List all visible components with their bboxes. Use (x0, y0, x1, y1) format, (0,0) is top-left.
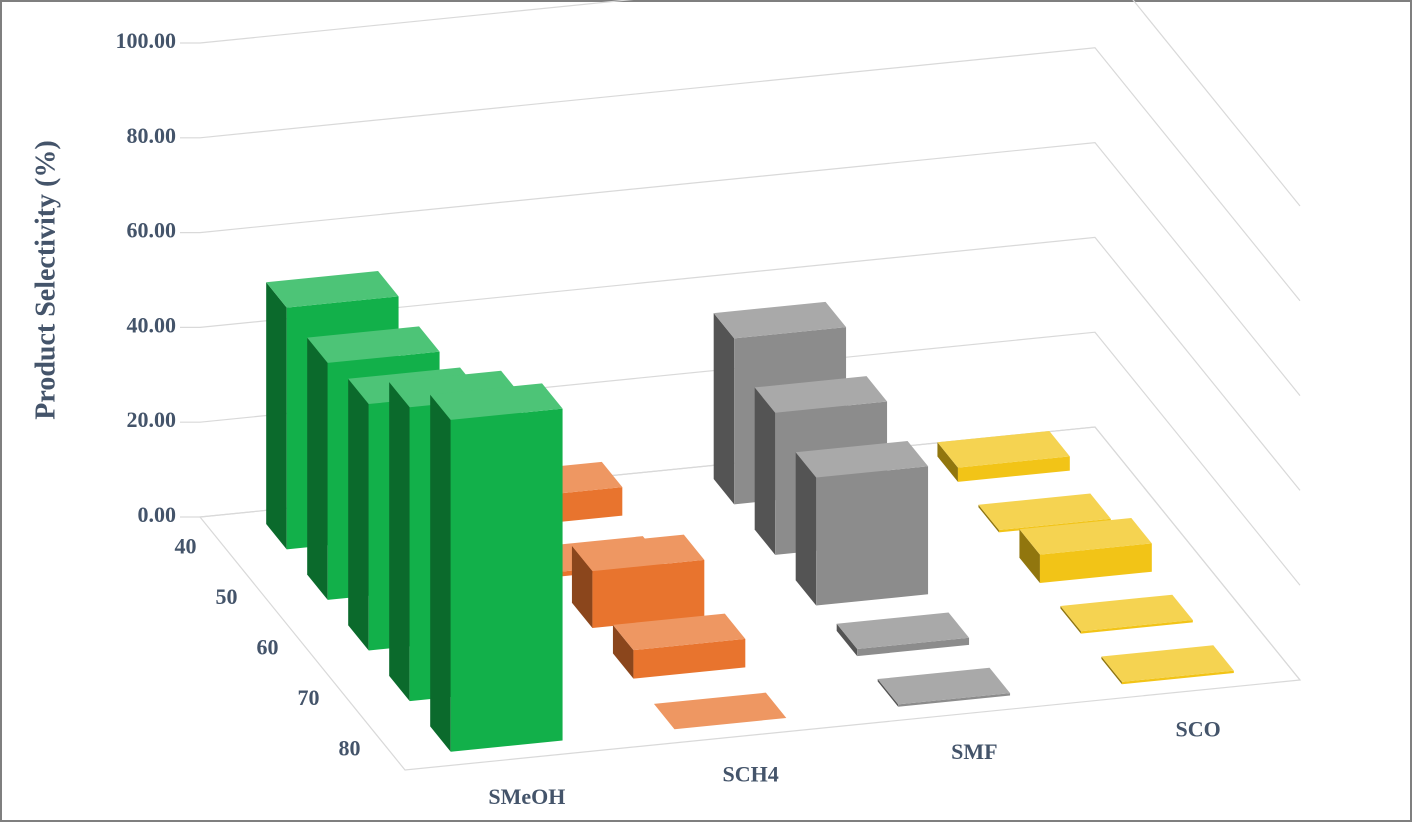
grid-line (180, 141, 1301, 396)
bars (266, 271, 1234, 752)
bar-side (430, 394, 451, 752)
bar-front (857, 637, 970, 657)
bar (571, 534, 705, 629)
depth-tick-label: 80 (339, 736, 361, 761)
bar-side (1060, 605, 1081, 634)
y-tick-label: 20.00 (127, 407, 177, 432)
bar-top (877, 667, 1011, 705)
bar-top (713, 301, 847, 339)
bar-side (389, 381, 410, 702)
y-tick-label: 60.00 (127, 218, 177, 243)
bar-top (266, 271, 399, 308)
grid-line (180, 236, 1301, 491)
bar-side (1101, 656, 1122, 685)
bar-top (307, 326, 440, 363)
bar-top (754, 376, 888, 413)
y-tick-label: 0.00 (138, 502, 177, 527)
bar-side (307, 337, 328, 600)
labels: 0.00 20.00 40.00 60.00 80.00 100.00 40 50 60 70 80… (116, 28, 1221, 809)
bar (1060, 594, 1193, 634)
grid-line (180, 0, 1301, 207)
bar (937, 431, 1070, 482)
bar-side (348, 378, 369, 651)
depth-tick-label: 50 (216, 584, 238, 609)
x-tick-label: SMeOH (488, 784, 565, 809)
bar-top (836, 612, 970, 650)
bar (612, 613, 746, 679)
bar-side (1019, 529, 1040, 584)
bar-front (816, 466, 929, 606)
bar-top (571, 534, 705, 572)
bar-side (978, 504, 999, 533)
x-tick-label: SCH4 (723, 761, 779, 786)
bar-side (571, 545, 593, 629)
bar-front (957, 456, 1070, 482)
bar-side (836, 623, 858, 657)
grid-line (180, 426, 1301, 681)
y-tick-label: 80.00 (127, 123, 177, 148)
bar-side (754, 387, 776, 555)
bar-top (1101, 645, 1234, 682)
bar-front (633, 638, 746, 679)
grid-line (180, 331, 1301, 586)
depth-tick-label: 70 (298, 685, 320, 710)
depth-tick-label: 60 (257, 635, 279, 660)
bar (1101, 645, 1234, 685)
bar-top (937, 431, 1070, 468)
bar (877, 667, 1011, 707)
bar-side (877, 679, 899, 707)
bar-side (795, 452, 817, 606)
x-tick-label: SMF (951, 739, 997, 764)
bar-top (430, 383, 563, 420)
bar-front (1121, 670, 1234, 685)
y-axis-title: Product Selectivity (%) (30, 140, 61, 419)
bar-top (1019, 518, 1152, 555)
bar-side (713, 313, 735, 505)
grid (180, 0, 1302, 771)
bar-front (1039, 543, 1152, 584)
bar-top (978, 493, 1111, 531)
bar-top (795, 440, 929, 478)
bar-side (266, 282, 287, 550)
bar-top (1060, 594, 1193, 632)
depth-tick-label: 40 (175, 533, 197, 558)
bar-side (612, 624, 634, 679)
bar-front (1080, 620, 1193, 634)
bar (653, 692, 787, 730)
bar-front (592, 559, 705, 629)
bar-top (612, 613, 746, 651)
y-tick-label: 100.00 (116, 28, 177, 53)
bar-front (450, 408, 563, 752)
y-tick-label: 40.00 (127, 312, 177, 337)
bar (1019, 518, 1152, 584)
bar (430, 383, 563, 752)
grid-line (180, 47, 1301, 302)
bar-front (898, 693, 1011, 707)
bar (836, 612, 970, 657)
bar-side (937, 442, 958, 482)
x-tick-label: SCO (1176, 716, 1221, 741)
bar-top (653, 692, 787, 730)
bar (795, 440, 929, 606)
